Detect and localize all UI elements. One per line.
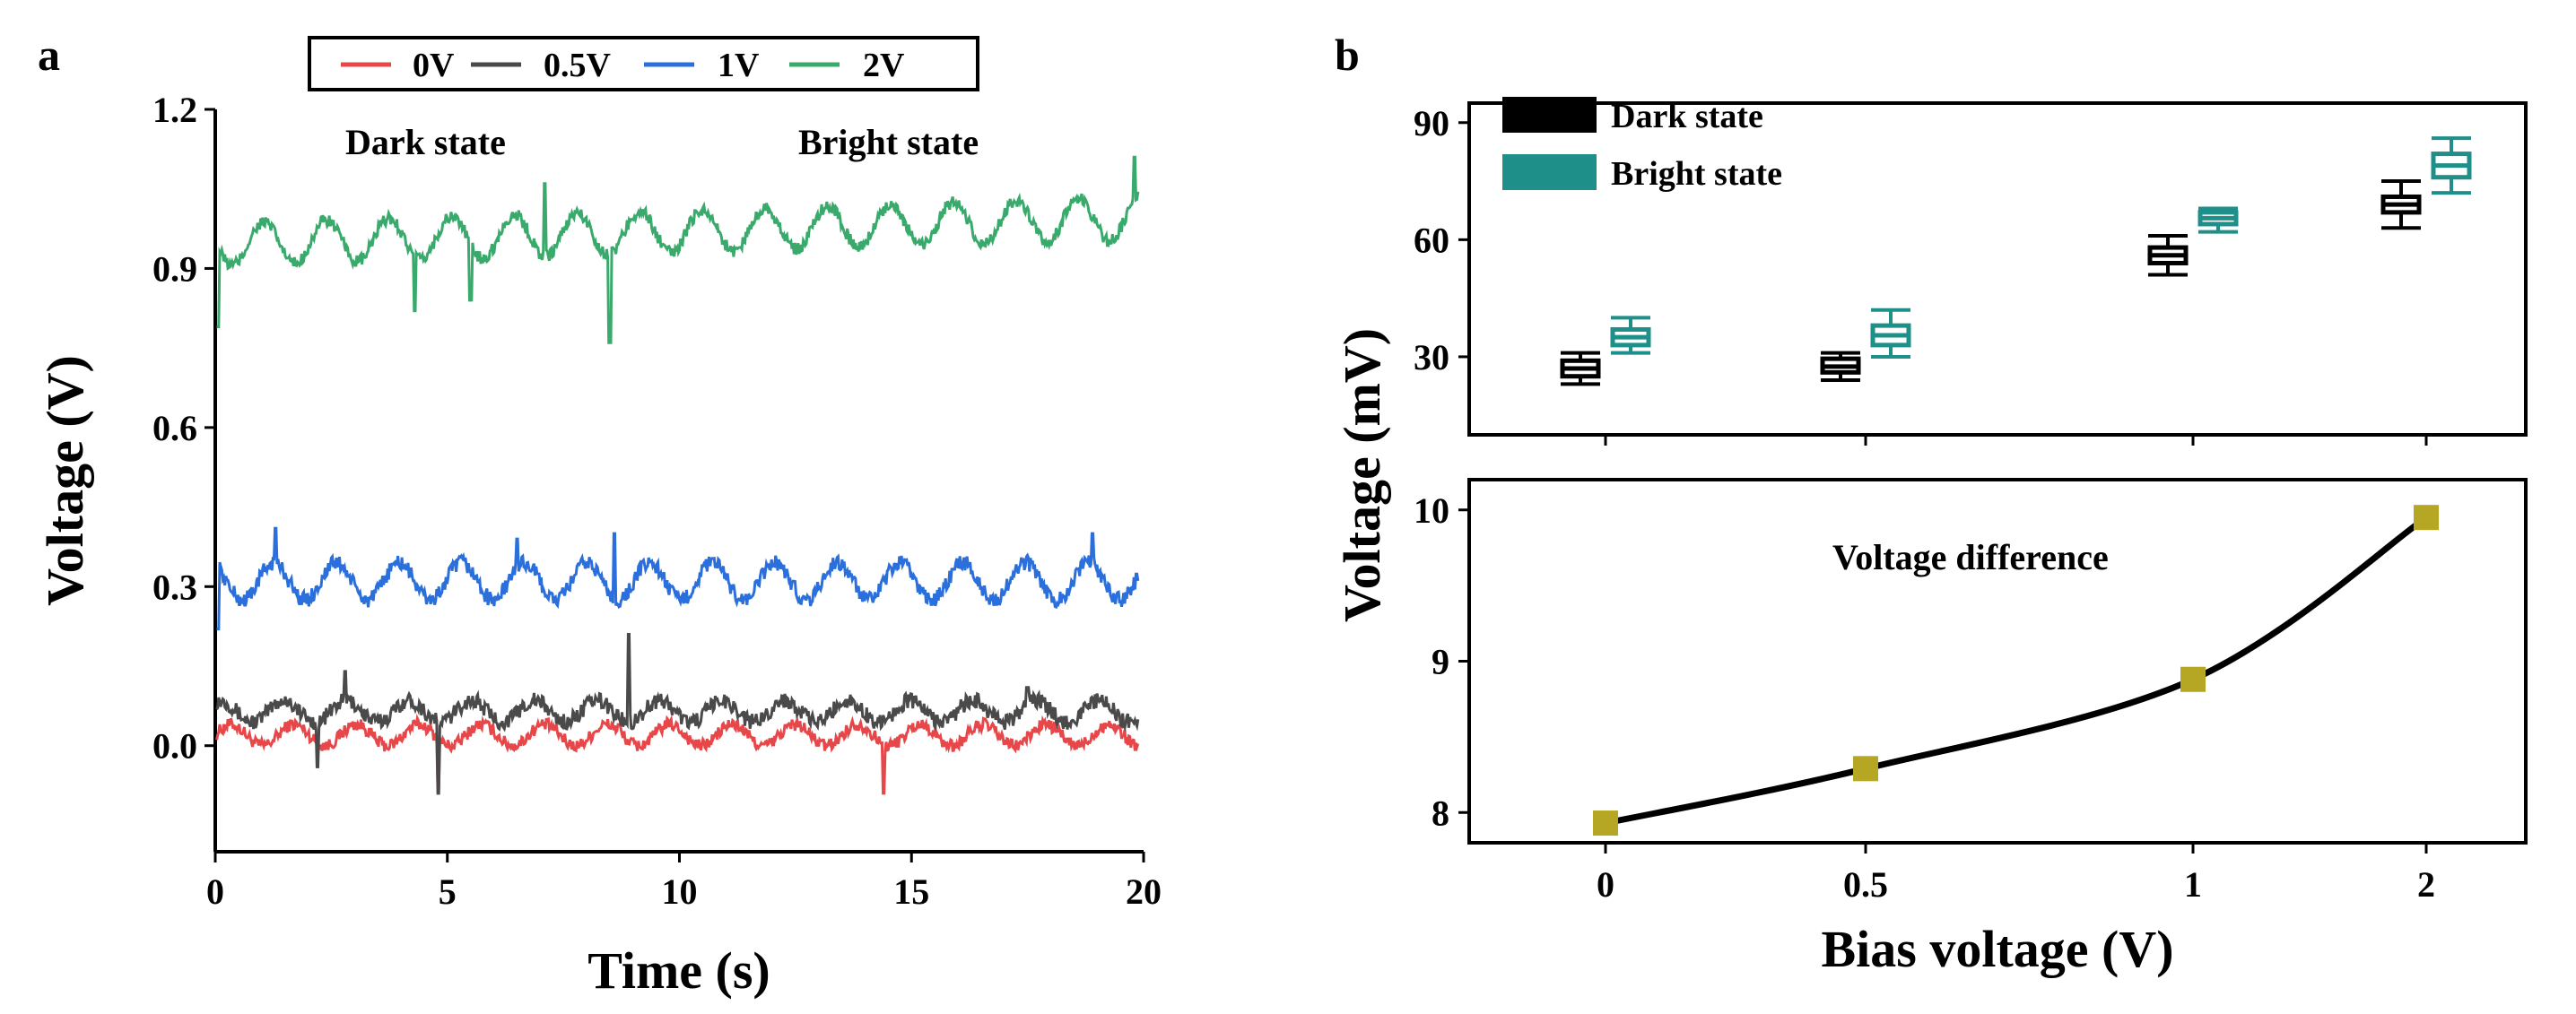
panel-b-bottom-frame <box>1467 478 2528 845</box>
box-dark-state-1 <box>2147 234 2189 277</box>
annotation-voltage-difference: Voltage difference <box>1832 537 2109 577</box>
marker-0.5 <box>1853 756 1878 782</box>
panel-a-x-axis-title: Time (s) <box>587 941 770 1000</box>
bottom-x-tick-label-2: 2 <box>2417 864 2435 905</box>
y-tick-label-0.9: 0.9 <box>152 248 197 289</box>
panel-a-series-lines <box>215 155 1140 795</box>
series-line-0v <box>215 713 1140 795</box>
y-tick-label-0.6: 0.6 <box>152 408 197 448</box>
panel-b-bottom-plot: 8 9 10 0 0.5 1 2 <box>1414 478 2528 905</box>
voltage-difference-line <box>1605 515 2428 827</box>
bottom-x-tick-label-0: 0 <box>1597 864 1614 905</box>
box-bright-state-1 <box>2197 206 2239 234</box>
y-tick-label-1.2: 1.2 <box>152 90 197 130</box>
box-bright-state-2 <box>2431 136 2472 195</box>
x-tick-label-10: 10 <box>662 871 698 912</box>
box-dark-state-2 <box>2380 179 2422 230</box>
panel-a-y-axis-title: Voltage (V) <box>36 355 94 606</box>
legend-label-bright-state: Bright state <box>1611 155 1782 193</box>
y-tick-label-0: 0.0 <box>152 726 197 767</box>
legend-swatch-dark-state <box>1502 97 1597 133</box>
series-line-1v <box>216 526 1140 631</box>
panel-a-y-ticks: 0.0 0.3 0.6 0.9 1.2 <box>152 90 215 767</box>
top-y-tick-label-60: 60 <box>1414 220 1449 260</box>
annotation-bright-state: Bright state <box>798 122 979 162</box>
box-dark-state-0.5 <box>1820 351 1861 383</box>
panel-b-bottom-x-ticks: 0 0.5 1 2 <box>1597 843 2435 905</box>
series-line-0.5v <box>215 633 1140 795</box>
panel-b-y-axis-title: Voltage (mV) <box>1333 328 1391 622</box>
marker-1 <box>2180 666 2206 692</box>
bottom-x-tick-label-0.5: 0.5 <box>1843 864 1888 905</box>
legend-swatch-bright-state <box>1502 154 1597 190</box>
panel-b-top-y-ticks: 30 60 90 <box>1414 103 1469 377</box>
legend-label-0.5v: 0.5V <box>544 47 612 84</box>
panel-a-x-ticks: 0 5 10 15 20 <box>206 852 1162 912</box>
panel-a-letter: a <box>38 30 60 80</box>
x-tick-label-15: 15 <box>893 871 929 912</box>
panel-b-top-frame <box>1467 101 2528 437</box>
box-bright-state-0.5 <box>1870 308 1911 359</box>
panel-b-bottom-y-ticks: 8 9 10 <box>1414 490 1469 833</box>
bottom-y-tick-label-10: 10 <box>1414 490 1449 531</box>
legend-label-0v: 0V <box>413 47 455 84</box>
box-bright-state-0 <box>1610 316 1651 355</box>
legend-label-1v: 1V <box>718 47 760 84</box>
panel-b-top-plot: 30 60 90 <box>1414 101 2528 446</box>
panel-a-plot: 0 5 10 15 20 0.0 0.3 0.6 0.9 1.2 <box>152 90 1162 912</box>
bottom-x-tick-label-1: 1 <box>2184 864 2202 905</box>
bottom-y-tick-label-9: 9 <box>1432 642 1449 682</box>
panel-b-legend: Dark state Bright state <box>1502 97 1782 193</box>
x-tick-label-0: 0 <box>206 871 224 912</box>
x-tick-label-20: 20 <box>1126 871 1162 912</box>
box-dark-state-0 <box>1560 351 1601 386</box>
panel-b-letter: b <box>1335 30 1360 80</box>
panel-b-top-x-ticks <box>1604 435 2428 446</box>
panel-b-top-boxes <box>1560 136 2472 386</box>
bottom-y-tick-label-8: 8 <box>1432 793 1449 833</box>
legend-label-2v: 2V <box>863 47 905 84</box>
panel-a-legend: 0V 0.5V 1V 2V <box>308 36 979 91</box>
annotation-dark-state: Dark state <box>345 122 506 162</box>
panel-b-x-axis-title: Bias voltage (V) <box>1821 920 2173 978</box>
x-tick-label-5: 5 <box>439 871 457 912</box>
y-tick-label-0.3: 0.3 <box>152 567 197 607</box>
voltage-difference-markers <box>1593 505 2439 836</box>
marker-2 <box>2414 505 2439 531</box>
legend-frame <box>308 36 979 91</box>
series-line-2v <box>216 155 1140 344</box>
top-y-tick-label-30: 30 <box>1414 337 1449 377</box>
top-y-tick-label-90: 90 <box>1414 103 1449 143</box>
marker-0 <box>1593 810 1618 836</box>
legend-label-dark-state: Dark state <box>1611 98 1763 135</box>
